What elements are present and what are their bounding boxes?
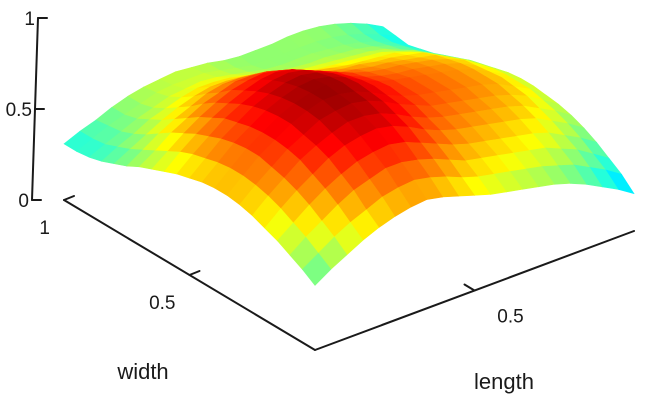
z-axis-ticks: 00.51: [6, 9, 48, 212]
z-tick-label: 1: [24, 9, 35, 30]
y-tick-mark: [188, 270, 201, 276]
z-tick-label: 0.5: [6, 100, 32, 121]
x-tick-label: 0.5: [497, 307, 523, 328]
y-axis-label: width: [116, 359, 168, 384]
surface-patch: [301, 252, 332, 286]
x-axis-ticks: 0.5: [463, 283, 524, 328]
x-tick-mark: [463, 283, 476, 292]
z-tick-label: 0: [18, 191, 29, 212]
y-tick-label: 1: [39, 218, 50, 239]
x-axis-label: length: [474, 369, 534, 394]
y-tick-label: 0.5: [149, 293, 175, 314]
surface-mesh: [63, 22, 635, 286]
y-tick-mark: [63, 195, 75, 201]
y-axis-ticks: 0.51: [39, 195, 201, 314]
